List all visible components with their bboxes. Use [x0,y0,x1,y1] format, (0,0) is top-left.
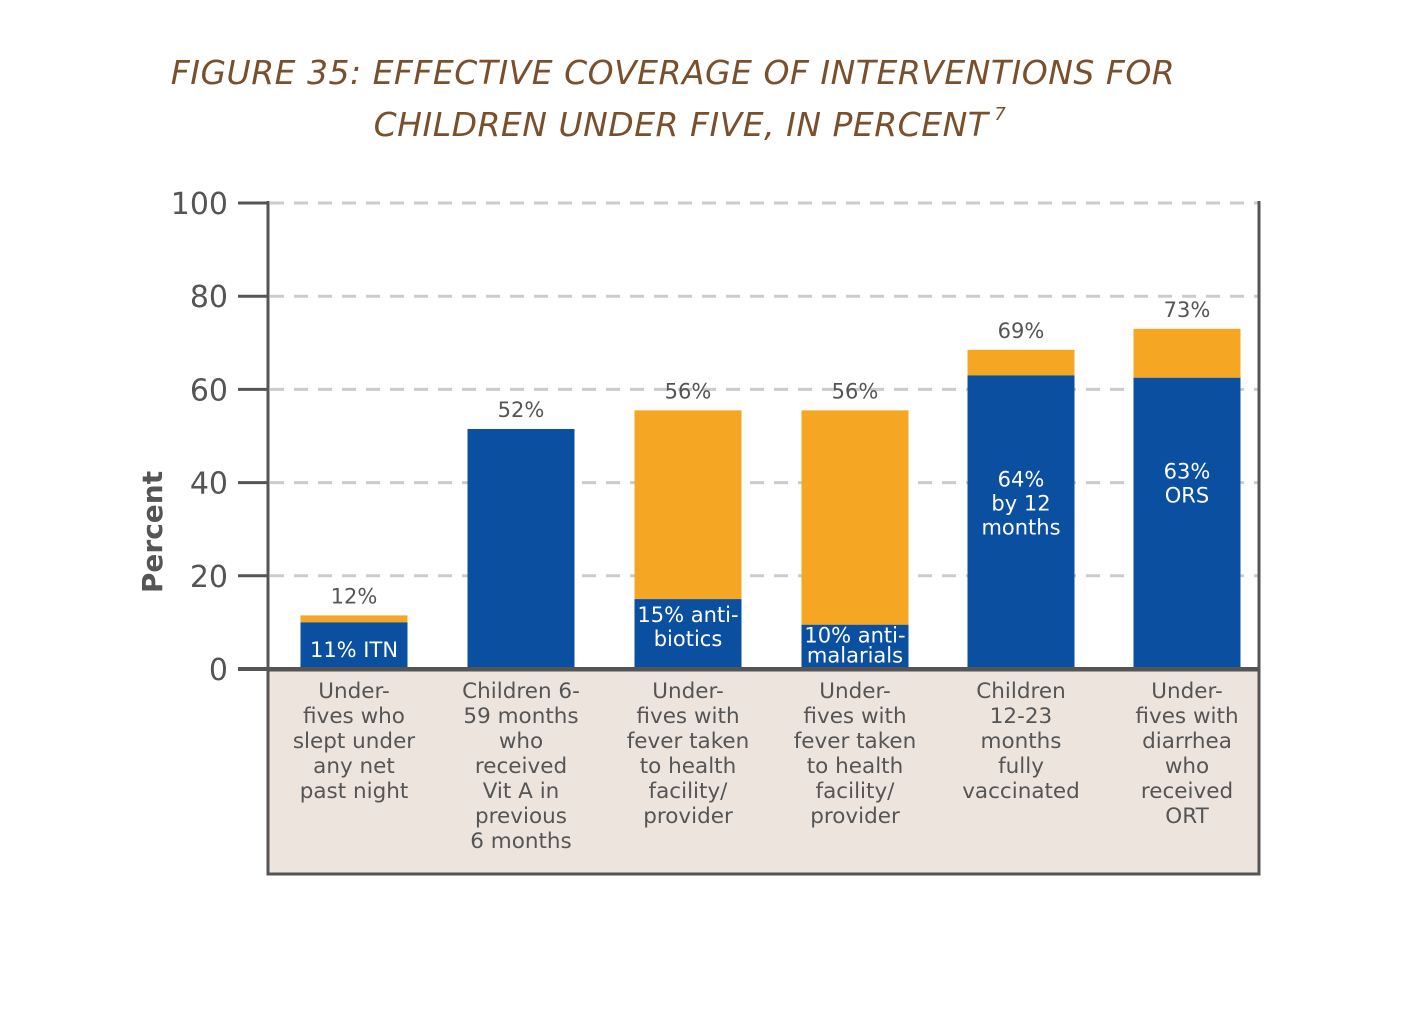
effective-bar [467,429,575,669]
category-label: who [499,729,543,754]
y-tick-label: 80 [190,280,228,315]
total-value-label: 73% [1164,298,1211,322]
category-label: to health [807,754,903,779]
effective-bar [634,599,742,669]
y-tick-label: 60 [190,373,228,408]
coverage-bar [1133,328,1241,378]
category-label: past night [300,779,409,804]
effective-value-label: biotics [654,627,723,651]
total-value-label: 56% [832,379,879,403]
effective-value-label: months [981,516,1060,540]
category-label: fever taken [794,729,917,754]
chart-title-line1: FIGURE 35: EFFECTIVE COVERAGE OF INTERVE… [170,53,1176,92]
category-label: provider [810,804,900,829]
coverage-bar [967,349,1075,376]
category-label: Under- [318,679,389,704]
category-label: fully [998,754,1044,779]
category-label: months [981,729,1062,754]
effective-bar [801,624,909,669]
effective-bar [967,375,1075,669]
y-axis-label: Percent [136,471,169,593]
coverage-bar [300,615,408,623]
gridlines [270,201,1259,578]
title-footnote-marker: 7 [994,104,1007,125]
category-label: Under- [819,679,890,704]
category-panel [266,668,1261,876]
category-label: 6 months [470,829,572,854]
effective-value-label: ORS [1165,484,1209,508]
bar-labels: 12% 11% ITN 52% 56% 15% anti-biotics 56% 10% a… [310,298,1210,668]
coverage-bar [634,410,742,600]
bars [300,328,1241,669]
category-label: fives with [803,704,906,729]
category-label: provider [643,804,733,829]
category-label: diarrhea [1142,729,1232,754]
total-value-label: 52% [498,398,545,422]
y-tick-label: 100 [171,187,228,222]
category-label: facility/ [649,779,729,804]
category-label: previous [475,804,567,829]
category-label: 12-23 [990,704,1052,729]
effective-value-label: 15% anti- [637,603,738,627]
effective-value-label: malarials [807,644,903,668]
category-label: Children [976,679,1065,704]
chart-title-line2: CHILDREN UNDER FIVE, IN PERCENT 7 [180,105,1200,144]
coverage-bar [801,410,909,625]
total-value-label: 12% [331,584,378,608]
category-label: fives with [1135,704,1238,729]
total-value-label: 56% [665,379,712,403]
category-label: Children 6- [462,679,580,704]
category-label: fives who [303,704,405,729]
effective-value-label: by 12 [991,492,1050,516]
category-label: any net [313,754,395,779]
category-label: to health [640,754,736,779]
y-tick-label: 20 [190,560,228,595]
category-label: received [475,754,567,779]
axes: 0 20 40 60 80 100 [171,187,1261,688]
y-tick-label: 40 [190,467,228,502]
category-label: Vit A in [483,779,560,804]
effective-bar [300,622,408,669]
chart-title-line2-text: CHILDREN UNDER FIVE, IN PERCENT [373,105,989,144]
category-label: fives with [636,704,739,729]
effective-value-label: 10% anti- [804,624,905,648]
effective-bar [1133,377,1241,669]
category-label: fever taken [627,729,750,754]
y-tick-label: 0 [209,653,228,688]
category-label: who [1165,754,1209,779]
category-label: 59 months [463,704,578,729]
effective-value-label: 64% [998,468,1045,492]
category-label: Under- [1151,679,1222,704]
category-label: facility/ [816,779,896,804]
total-value-label: 69% [998,319,1045,343]
category-label: received [1141,779,1233,804]
effective-value-label: 11% ITN [310,638,398,662]
category-label: vaccinated [962,779,1080,804]
effective-value-label: 63% [1164,460,1211,484]
category-label: slept under [293,729,415,754]
category-label: Under- [652,679,723,704]
category-label: ORT [1165,804,1209,829]
